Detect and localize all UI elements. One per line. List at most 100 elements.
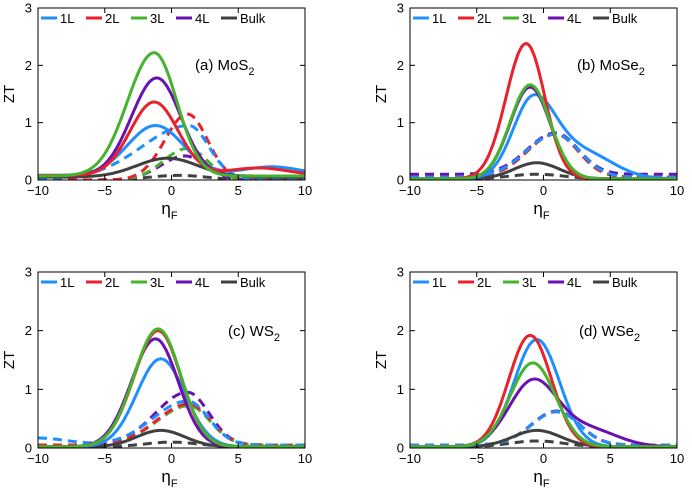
y-axis-label: ZT <box>373 85 390 103</box>
legend-label-bulk: Bulk <box>240 11 266 26</box>
y-tick-label: 2 <box>25 323 32 338</box>
y-axis-label: ZT <box>1 85 18 103</box>
legend-label-3l: 3L <box>522 11 536 26</box>
x-tick-label: −5 <box>97 183 112 198</box>
series-line-3l-dashed <box>38 404 305 447</box>
series-line-4l-solid <box>410 377 677 448</box>
legend-label-4l: 4L <box>195 11 209 26</box>
y-axis-label: ZT <box>1 351 18 369</box>
x-tick-label: 5 <box>235 183 242 198</box>
x-tick-label: −5 <box>469 183 484 198</box>
y-tick-label: 3 <box>397 1 404 16</box>
series-line-3l-dashed <box>38 147 305 180</box>
y-tick-label: 1 <box>25 382 32 397</box>
legend-label-bulk: Bulk <box>240 275 266 290</box>
y-tick-label: 0 <box>25 173 32 188</box>
series-line-2l-dashed <box>38 402 305 447</box>
panel-title: (a) MoS2 <box>195 57 254 78</box>
series-group <box>410 333 677 448</box>
series-line-3l-solid <box>410 83 677 180</box>
series-line-3l-solid <box>38 327 305 448</box>
chart-panel-1: −10 −5 0 5 10 0 1 2 3 ηF ZT (a) MoS2 1L 2L 3L 4L Bulk <box>1 1 312 223</box>
legend-label-3l: 3L <box>522 275 536 290</box>
series-line-2l-solid <box>38 100 305 177</box>
series-line-1l-dashed <box>410 410 677 447</box>
x-axis-label: ηF <box>533 199 549 222</box>
legend-label-3l: 3L <box>150 275 164 290</box>
y-axis-label: ZT <box>373 351 390 369</box>
legend: 1L 2L 3L 4L Bulk <box>413 11 638 26</box>
legend: 1L 2L 3L 4L Bulk <box>41 275 266 290</box>
panel-title: (b) MoSe2 <box>577 57 645 78</box>
legend-label-4l: 4L <box>195 275 209 290</box>
y-tick-label: 1 <box>397 115 404 130</box>
legend-label-2l: 2L <box>105 275 119 290</box>
legend-label-2l: 2L <box>477 275 491 290</box>
panel-title: (d) WSe2 <box>579 323 640 344</box>
series-line-1l-solid <box>38 357 305 448</box>
chart-panel-2: −10 −5 0 5 10 0 1 2 3 ηF ZT (b) MoSe2 1L 2L 3L 4L Bulk <box>373 1 684 223</box>
chart-panel-3: −10 −5 0 5 10 0 1 2 3 ηF ZT (c) WS2 1L 2L 3L 4L Bulk <box>1 265 312 488</box>
panel-title: (c) WS2 <box>228 323 280 344</box>
x-tick-label: −10 <box>399 451 421 466</box>
series-group <box>38 51 305 180</box>
x-tick-label: −10 <box>399 183 421 198</box>
x-tick-label: 10 <box>670 451 684 466</box>
y-tick-label: 2 <box>25 58 32 73</box>
x-axis-label: ηF <box>161 467 177 488</box>
x-tick-label: −10 <box>27 183 49 198</box>
plot-frame <box>409 271 678 449</box>
series-line-3l-solid <box>410 361 677 448</box>
x-tick-label: −5 <box>97 451 112 466</box>
series-line-2l-dashed <box>38 112 305 180</box>
y-tick-label: 2 <box>397 58 404 73</box>
x-tick-label: −5 <box>469 451 484 466</box>
legend-label-bulk: Bulk <box>612 275 638 290</box>
series-line-3l-dashed <box>410 132 677 179</box>
series-group <box>38 327 305 448</box>
y-tick-label: 3 <box>25 265 32 280</box>
legend-label-1l: 1L <box>60 11 74 26</box>
legend: 1L 2L 3L 4L Bulk <box>41 11 266 26</box>
series-line-1l-dashed <box>410 132 677 179</box>
y-tick-label: 1 <box>397 382 404 397</box>
legend-label-4l: 4L <box>567 11 581 26</box>
series-line-1l-dashed <box>38 399 305 447</box>
y-tick-label: 3 <box>397 265 404 280</box>
legend-label-1l: 1L <box>432 11 446 26</box>
series-line-4l-dashed <box>410 131 677 176</box>
chart-panel-4: −10 −5 0 5 10 0 1 2 3 ηF ZT (d) WSe2 1L 2L 3L 4L Bulk <box>373 265 684 488</box>
x-tick-label: 10 <box>298 451 312 466</box>
series-line-1l-dashed <box>38 124 305 180</box>
y-tick-label: 1 <box>25 115 32 130</box>
legend-label-3l: 3L <box>150 11 164 26</box>
legend-label-2l: 2L <box>477 11 491 26</box>
series-line-4l-solid <box>38 76 305 178</box>
x-tick-label: 5 <box>607 183 614 198</box>
x-tick-label: 10 <box>670 183 684 198</box>
x-axis-label: ηF <box>533 467 549 488</box>
y-tick-label: 0 <box>397 173 404 188</box>
x-axis-label: ηF <box>161 199 177 222</box>
x-tick-label: 5 <box>235 451 242 466</box>
legend-label-1l: 1L <box>432 275 446 290</box>
x-tick-label: 0 <box>540 451 547 466</box>
series-line-2l-dashed <box>410 132 677 179</box>
series-group <box>410 42 677 180</box>
x-tick-label: 0 <box>540 183 547 198</box>
x-tick-label: 0 <box>168 183 175 198</box>
x-tick-label: 5 <box>607 451 614 466</box>
x-tick-label: −10 <box>27 451 49 466</box>
legend-label-bulk: Bulk <box>612 11 638 26</box>
legend-label-4l: 4L <box>567 275 581 290</box>
series-line-4l-dashed <box>38 390 305 447</box>
x-tick-label: 10 <box>298 183 312 198</box>
y-tick-label: 3 <box>25 1 32 16</box>
legend: 1L 2L 3L 4L Bulk <box>413 275 638 290</box>
y-tick-label: 0 <box>25 441 32 456</box>
legend-label-1l: 1L <box>60 275 74 290</box>
x-tick-label: 0 <box>168 451 175 466</box>
legend-label-2l: 2L <box>105 11 119 26</box>
y-tick-label: 0 <box>397 441 404 456</box>
